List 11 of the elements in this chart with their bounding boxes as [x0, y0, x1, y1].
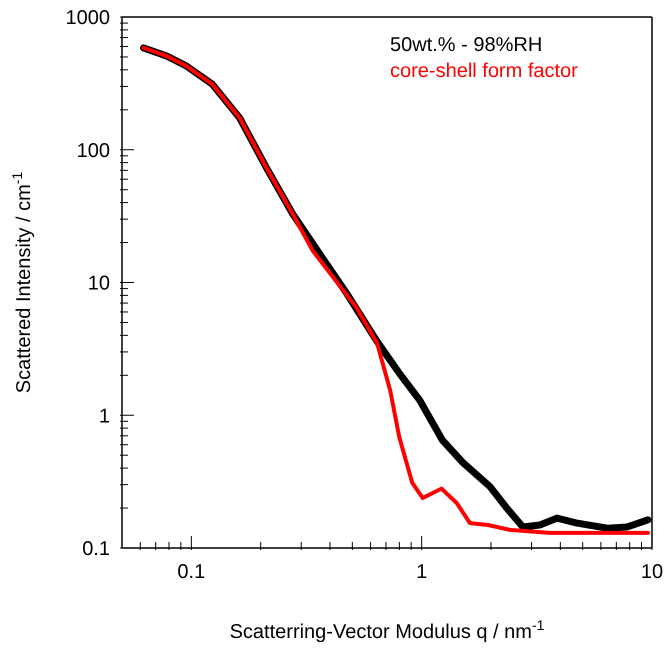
y-tick-label: 10	[88, 272, 110, 294]
text: 50wt.% - 98%RH	[390, 33, 544, 58]
y-tick-label: 100	[76, 140, 110, 162]
y-tick-label: 1	[98, 405, 110, 428]
y-tick-label: 1000	[66, 7, 110, 29]
x-axis-title: Scatterring-Vector Modulus q / nm$^{-1}$	[230, 617, 545, 643]
y-tick-label: 0.1	[82, 538, 110, 560]
x-tick-label: 1	[416, 561, 428, 583]
x-tick-label: 10	[640, 561, 664, 583]
x-tick-label: 0.1	[177, 561, 206, 583]
text: core-shell form factor	[390, 59, 578, 84]
